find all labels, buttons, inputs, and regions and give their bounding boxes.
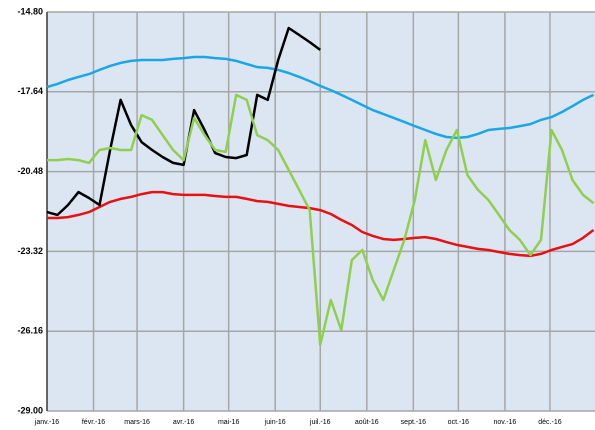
x-tick-label: mars-16 xyxy=(124,419,150,426)
x-tick-label: nov.-16 xyxy=(493,419,516,426)
x-tick-label: sept.-16 xyxy=(401,419,426,426)
series-line xyxy=(46,26,321,217)
x-tick-label: févr.-16 xyxy=(82,419,105,426)
x-tick-label: janv.-16 xyxy=(34,419,59,426)
y-tick-label: -20.48 xyxy=(17,166,43,176)
x-tick-label: oct.-16 xyxy=(448,419,470,426)
y-tick-label: -14.80 xyxy=(17,6,43,16)
x-tick-label: avr.-16 xyxy=(173,419,195,426)
x-tick-label: mai-16 xyxy=(218,419,240,426)
series-line xyxy=(47,190,595,258)
y-tick-label: -26.16 xyxy=(17,326,43,336)
y-tick-label: -29.00 xyxy=(17,405,43,415)
y-tick-label: -23.32 xyxy=(17,246,43,256)
series-line xyxy=(47,93,595,347)
x-tick-label: juil.-16 xyxy=(309,419,331,426)
x-tick-label: juin-16 xyxy=(264,419,286,426)
x-tick-label: déc.-16 xyxy=(538,419,561,426)
x-tick-label: août-16 xyxy=(355,419,379,426)
y-tick-label: -17.64 xyxy=(17,86,43,96)
series-line xyxy=(46,55,595,140)
